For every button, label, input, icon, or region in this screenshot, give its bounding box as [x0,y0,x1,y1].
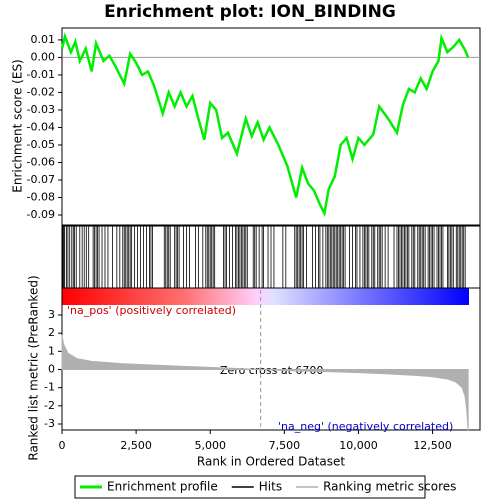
legend-label: Hits [259,480,282,494]
y-axis-label: Ranked list metric (PreRanked) [27,275,41,460]
x-tick-label: 0 [59,439,66,452]
y-tick-label: -0.09 [27,208,55,221]
y-tick-label: 0.00 [31,50,56,63]
y-tick-label: -3 [44,417,55,430]
y-tick-label: -0.01 [27,68,55,81]
top-frame [61,27,481,226]
x-tick-label: 10,000 [339,439,378,452]
legend-label: Enrichment profile [107,480,218,494]
y-tick-label: 0 [48,362,55,375]
y-tick-label: 0.01 [31,33,56,46]
legend-label: Ranking metric scores [323,480,456,494]
y-tick-label: -0.05 [27,138,55,151]
y-tick-label: -1 [44,381,55,394]
x-tick-label: 12,500 [413,439,452,452]
y-tick-label: -0.08 [27,191,55,204]
annotation: 'na_pos' (positively correlated) [67,304,236,317]
y-tick-label: 1 [48,344,55,357]
enrichment-line [60,32,470,218]
color-band [62,288,469,305]
x-axis-label: Rank in Ordered Dataset [197,455,345,469]
y-tick-label: -2 [44,399,55,412]
x-tick-label: 5,000 [194,439,226,452]
annotation: Zero cross at 6700 [220,364,323,377]
y-tick-label: 2 [48,326,55,339]
x-tick-label: 7,500 [269,439,301,452]
y-tick-label: -0.06 [27,155,55,168]
x-tick-label: 2,500 [120,439,152,452]
annotation: 'na_neg' (negatively correlated) [278,420,453,433]
chart-title: Enrichment plot: ION_BINDING [104,2,396,22]
y-tick-label: -0.02 [27,85,55,98]
y-tick-label: 3 [48,308,55,321]
y-tick-label: -0.04 [27,120,55,133]
y-tick-label: -0.07 [27,173,55,186]
y-axis-label: Enrichment score (ES) [11,59,25,192]
y-tick-label: -0.03 [27,103,55,116]
ranking-area [61,334,469,431]
